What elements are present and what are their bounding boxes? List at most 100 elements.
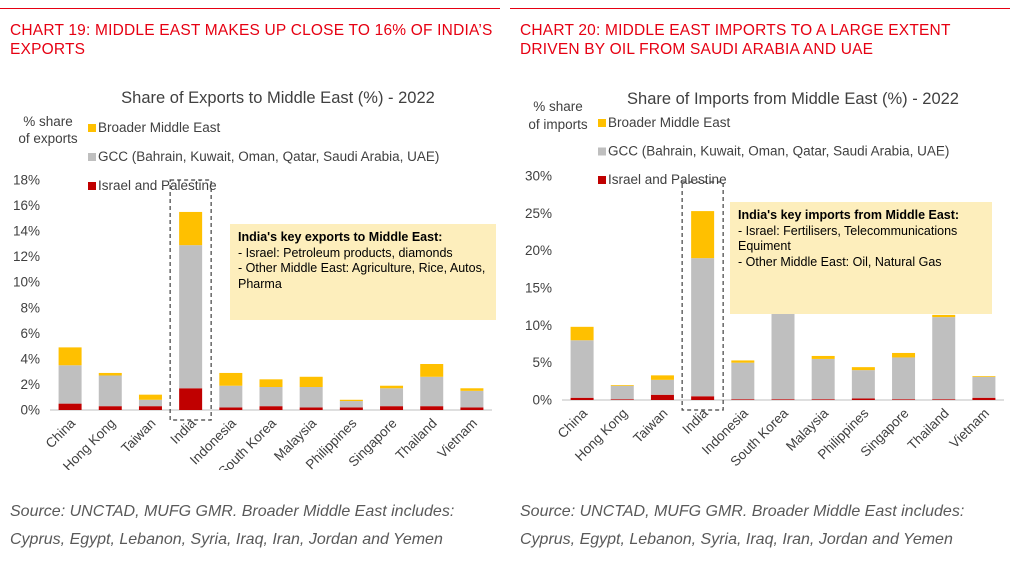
x-tick-label: China — [43, 415, 79, 451]
bar-segment — [972, 376, 996, 377]
y-tick-label: 10% — [13, 275, 40, 290]
bar-segment — [731, 399, 755, 400]
bar-segment — [380, 406, 404, 410]
bar-segment — [972, 376, 996, 398]
bar-segment — [460, 390, 484, 408]
bar-segment — [259, 406, 283, 410]
legend-swatch — [598, 147, 606, 156]
note-title: India's key exports to Middle East: — [238, 230, 443, 244]
bar-segment — [380, 388, 404, 407]
legend-swatch — [88, 182, 96, 190]
y-tick-label: 10% — [525, 318, 552, 333]
y-tick-label: 15% — [525, 281, 552, 296]
x-tick-label: Thailand — [393, 416, 440, 463]
note-line: - Other Middle East: Agriculture, Rice, … — [238, 261, 486, 291]
legend-label: Broader Middle East — [98, 120, 221, 135]
source-note: Source: UNCTAD, MUFG GMR. Broader Middle… — [10, 503, 455, 548]
bar-segment — [299, 376, 323, 387]
bar-segment — [892, 399, 916, 400]
legend-label: Israel and Palestine — [608, 172, 727, 187]
bar-segment — [570, 340, 594, 398]
legend-label: GCC (Bahrain, Kuwait, Oman, Qatar, Saudi… — [608, 144, 949, 159]
y-tick-label: 16% — [13, 198, 40, 213]
bar-segment — [179, 211, 203, 246]
legend-label: GCC (Bahrain, Kuwait, Oman, Qatar, Saudi… — [98, 149, 439, 164]
bar-segment — [339, 401, 363, 408]
x-tick-label: Taiwan — [630, 406, 670, 446]
bar-segment — [691, 211, 715, 259]
right-panel: CHART 20: MIDDLE EAST IMPORTS TO A LARGE… — [510, 0, 1010, 580]
note-title: India's key imports from Middle East: — [738, 208, 960, 222]
bar-segment — [892, 352, 916, 358]
bar-segment — [339, 407, 363, 410]
bar-segment — [219, 407, 243, 410]
bar-segment — [98, 375, 122, 407]
bar-segment — [58, 403, 82, 410]
note-line: - Israel: Fertilisers, Telecommunication… — [738, 223, 958, 254]
y-axis-label-line: % share — [23, 114, 73, 129]
y-axis-label-line: of exports — [18, 131, 78, 146]
x-tick-label: Vietnam — [435, 416, 480, 461]
y-tick-label: 12% — [13, 249, 40, 264]
bar-segment — [650, 379, 674, 395]
bar-segment — [811, 358, 835, 400]
y-axis-label: % share of exports — [18, 114, 78, 146]
x-tick-label: Thailand — [905, 406, 952, 453]
bar-segment — [460, 388, 484, 391]
bar-segment — [851, 367, 875, 371]
bar-segment — [138, 399, 162, 407]
x-tick-label: Vietnam — [947, 406, 992, 451]
chart-title: Share of Imports from Middle East (%) - … — [627, 90, 959, 108]
exports-note-box: India's key exports to Middle East: - Is… — [230, 224, 496, 320]
bar-segment — [179, 245, 203, 389]
chart-title: Share of Exports to Middle East (%) - 20… — [121, 89, 435, 107]
bar-segment — [138, 406, 162, 410]
bar-segment — [380, 385, 404, 389]
bar-segment — [98, 406, 122, 410]
y-tick-label: 2% — [20, 377, 40, 392]
x-tick-label: Taiwan — [118, 416, 158, 456]
y-tick-label: 0% — [532, 393, 552, 408]
bar-segment — [219, 385, 243, 408]
bar-segment — [932, 314, 956, 318]
y-tick-label: 5% — [532, 355, 552, 370]
bar-segment — [219, 372, 243, 386]
bar-segment — [420, 406, 444, 410]
source-note: Source: UNCTAD, MUFG GMR. Broader Middle… — [520, 503, 965, 548]
y-tick-label: 25% — [525, 206, 552, 221]
bar-segment — [98, 372, 122, 376]
bar-segment — [932, 399, 956, 400]
bar-segment — [259, 379, 283, 387]
y-axis-label-line: of imports — [528, 117, 588, 132]
bar-segment — [650, 375, 674, 380]
x-tick-label: India — [679, 405, 711, 437]
y-tick-label: 0% — [20, 403, 40, 418]
bar-segment — [731, 362, 755, 400]
highlight-box — [169, 179, 212, 421]
highlight-box — [681, 181, 724, 411]
legend-swatch — [598, 119, 606, 127]
bar-segment — [932, 317, 956, 400]
bar-segment — [570, 397, 594, 400]
bar-segment — [420, 376, 444, 407]
bar-segment — [58, 365, 82, 404]
bar-segment — [460, 407, 484, 410]
bar-segment — [811, 399, 835, 400]
chart-heading: CHART 19: MIDDLE EAST MAKES UP CLOSE TO … — [10, 22, 493, 58]
bar-segment — [420, 364, 444, 377]
legend-label: Israel and Palestine — [98, 178, 217, 193]
legend-swatch — [88, 124, 96, 132]
bar-segment — [58, 347, 82, 366]
x-tick-label: China — [555, 405, 591, 441]
bar-segment — [259, 387, 283, 407]
bar-segment — [851, 398, 875, 400]
bar-segment — [179, 388, 203, 410]
bar-segment — [610, 385, 634, 386]
bar-segment — [299, 407, 323, 410]
bar-segment — [691, 258, 715, 397]
bar-segment — [771, 399, 795, 400]
bar-segment — [610, 399, 634, 400]
bar-segment — [650, 394, 674, 400]
chart-heading: CHART 20: MIDDLE EAST IMPORTS TO A LARGE… — [520, 22, 951, 58]
bar-segment — [892, 357, 916, 400]
